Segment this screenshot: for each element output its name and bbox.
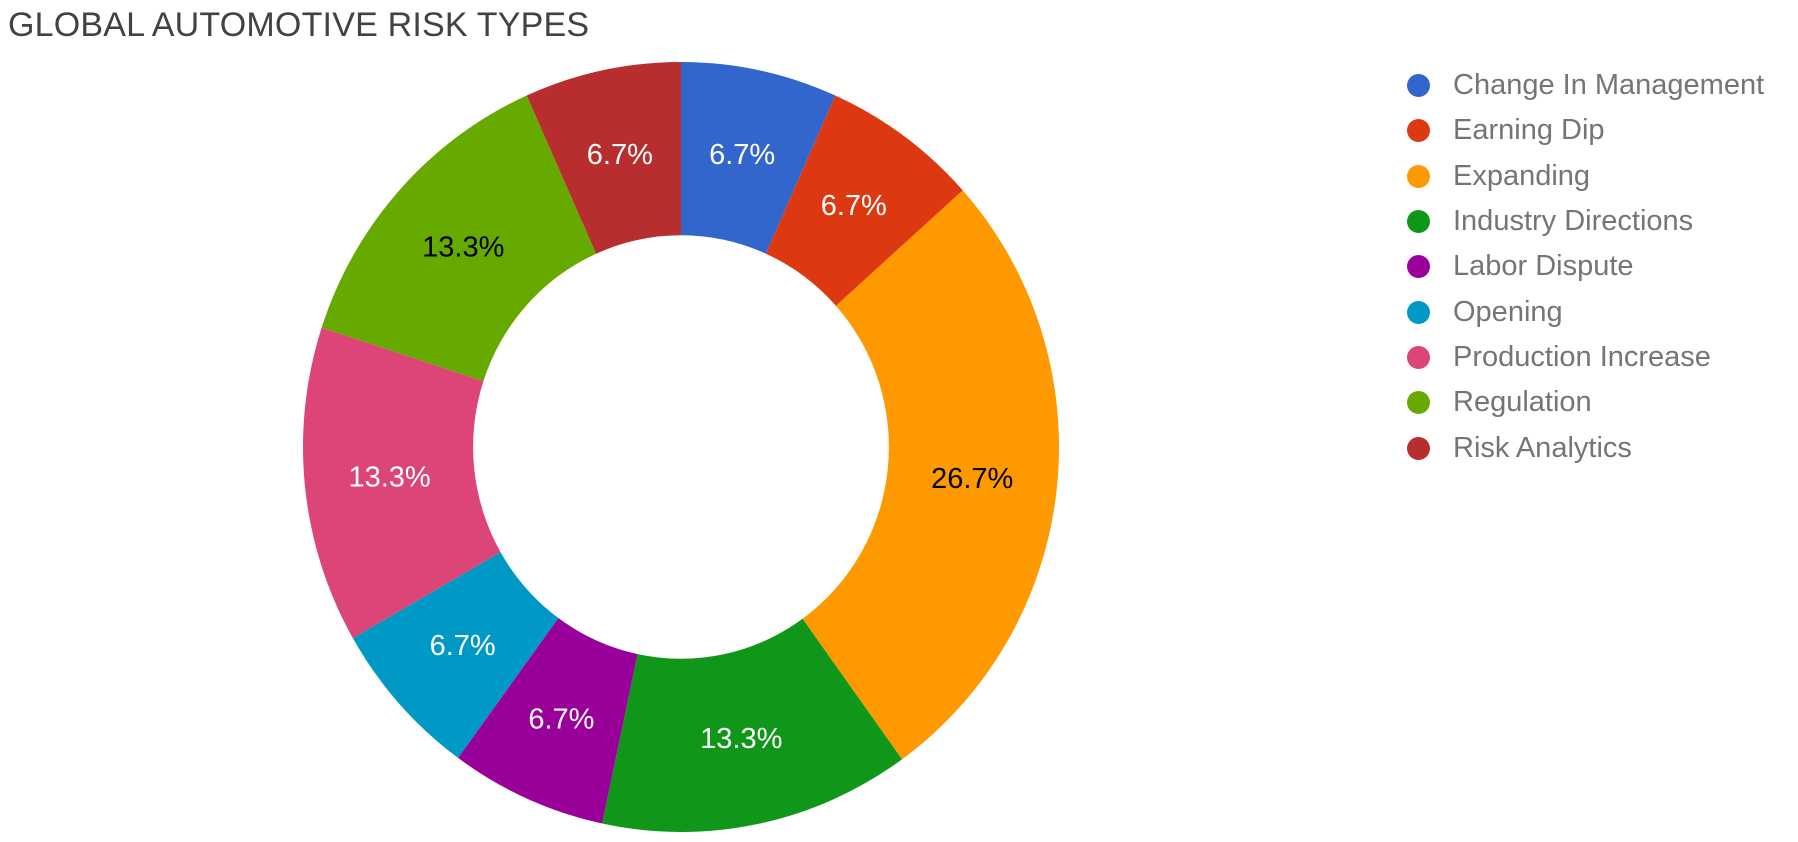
chart-legend: Change In Management Earning Dip Expanding…: [1407, 63, 1764, 471]
legend-item-label: Earning Dip: [1453, 114, 1605, 147]
slice-percent-label: 13.3%: [700, 723, 782, 755]
legend-item-opening[interactable]: Opening: [1407, 289, 1764, 334]
legend-item-label: Change In Management: [1453, 69, 1765, 102]
slice-percent-label: 6.7%: [528, 703, 594, 735]
legend-item-label: Expanding: [1453, 159, 1591, 192]
legend-item-change-in-management[interactable]: Change In Management: [1407, 63, 1764, 108]
legend-marker: [1407, 391, 1430, 415]
legend-marker: [1407, 210, 1430, 234]
legend-item-labor-dispute[interactable]: Labor Dispute: [1407, 244, 1764, 289]
pie-slice-industry-directions[interactable]: [602, 618, 903, 832]
pie-slice-labor-dispute[interactable]: [458, 617, 638, 824]
pie-slice-earning-dip[interactable]: [765, 95, 963, 306]
legend-item-label: Risk Analytics: [1453, 431, 1632, 464]
slice-percent-label: 6.7%: [821, 190, 887, 222]
legend-marker: [1407, 436, 1430, 460]
legend-item-label: Opening: [1453, 295, 1563, 328]
legend-item-regulation[interactable]: Regulation: [1407, 380, 1764, 425]
legend-marker: [1407, 300, 1430, 324]
pie-slice-regulation[interactable]: [321, 95, 597, 382]
legend-marker: [1407, 119, 1430, 143]
legend-item-industry-directions[interactable]: Industry Directions: [1407, 199, 1764, 244]
pie-slice-risk-analytics[interactable]: [526, 62, 681, 254]
legend-marker: [1407, 255, 1430, 279]
legend-item-label: Labor Dispute: [1453, 250, 1634, 283]
legend-marker: [1407, 74, 1430, 98]
pie-slice-expanding[interactable]: [802, 190, 1059, 760]
slice-percent-label: 6.7%: [430, 630, 496, 662]
legend-item-label: Regulation: [1453, 386, 1592, 419]
slice-percent-label: 6.7%: [709, 139, 775, 171]
chart-title: GLOBAL AUTOMOTIVE RISK TYPES: [8, 6, 590, 44]
legend-item-label: Production Increase: [1453, 340, 1711, 373]
slice-percent-label: 13.3%: [348, 461, 430, 493]
pie-slice-production-increase[interactable]: [303, 327, 501, 639]
legend-item-expanding[interactable]: Expanding: [1407, 154, 1764, 199]
slice-percent-label: 6.7%: [587, 139, 653, 171]
legend-item-production-increase[interactable]: Production Increase: [1407, 335, 1764, 380]
pie-slice-change-in-management[interactable]: [681, 62, 836, 254]
legend-item-risk-analytics[interactable]: Risk Analytics: [1407, 425, 1764, 470]
pie-slice-opening[interactable]: [352, 552, 559, 758]
slice-percent-label: 26.7%: [931, 463, 1013, 495]
legend-marker: [1407, 164, 1430, 188]
legend-item-label: Industry Directions: [1453, 205, 1694, 238]
legend-item-earning-dip[interactable]: Earning Dip: [1407, 108, 1764, 153]
legend-marker: [1407, 345, 1430, 369]
slice-percent-label: 13.3%: [422, 231, 504, 263]
